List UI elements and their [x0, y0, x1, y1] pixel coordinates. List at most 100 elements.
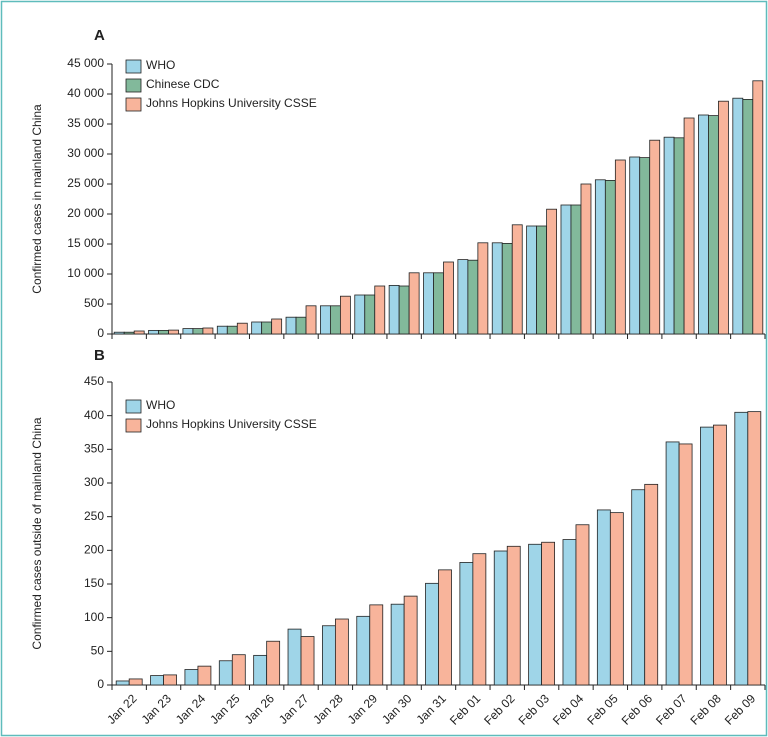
bar: [158, 329, 169, 335]
bar: [403, 595, 418, 686]
bar: [673, 137, 685, 335]
x-tick-label: Feb 09: [722, 691, 759, 728]
bar: [408, 272, 420, 335]
bar: [493, 550, 508, 686]
x-tick-label: Jan 30: [379, 691, 415, 727]
bar: [369, 604, 384, 686]
bar: [271, 318, 283, 335]
legend-swatch: [125, 399, 142, 414]
bar: [629, 156, 641, 335]
bar: [491, 242, 503, 335]
x-tick-label: Jan 29: [345, 691, 381, 727]
bar: [168, 329, 179, 335]
y-tick-label: 500: [84, 296, 104, 310]
bar: [546, 208, 558, 335]
bar: [184, 669, 199, 686]
bar: [287, 628, 302, 686]
legend-label: WHO: [146, 398, 175, 412]
bar: [665, 441, 680, 686]
bar: [683, 117, 695, 335]
legend-swatch: [125, 97, 142, 112]
y-tick-label: 300: [84, 475, 104, 489]
x-tick-label: Feb 04: [550, 691, 587, 728]
bar: [747, 411, 762, 686]
y-tick-label: 350: [84, 442, 104, 456]
y-tick-label: 40 000: [67, 86, 104, 100]
x-tick-label: Feb 05: [584, 691, 621, 728]
legend-label: WHO: [146, 58, 175, 72]
y-tick-label: 10 000: [67, 266, 104, 280]
bar: [425, 582, 439, 686]
bar: [459, 562, 474, 686]
bar: [150, 675, 164, 686]
y-tick-label: 50: [91, 644, 105, 658]
bar: [742, 99, 754, 335]
legend-swatch: [125, 418, 142, 433]
bar: [541, 541, 556, 686]
bar: [575, 524, 590, 686]
bar: [398, 285, 410, 335]
bar: [285, 316, 297, 335]
bar: [614, 159, 626, 335]
bar: [649, 139, 661, 335]
x-tick-label: Feb 02: [481, 691, 518, 728]
bar: [570, 204, 582, 335]
bar: [295, 316, 307, 335]
y-tick-label: 0: [97, 677, 104, 691]
bar: [423, 272, 434, 335]
bar: [374, 285, 386, 335]
bar: [501, 242, 513, 335]
bar: [752, 80, 764, 335]
bar: [329, 305, 341, 335]
bar: [218, 660, 233, 686]
bar: [388, 284, 400, 335]
bar: [202, 327, 214, 335]
bar: [115, 680, 130, 686]
bar: [236, 322, 248, 335]
bar: [708, 115, 719, 335]
bar: [596, 509, 611, 686]
bar: [604, 179, 616, 335]
bar: [216, 325, 228, 335]
y-axis-title: Confirmed cases outside of mainland Chin…: [30, 417, 44, 649]
x-tick-label: Feb 06: [619, 691, 656, 728]
bar: [438, 569, 452, 686]
bar: [133, 330, 145, 335]
y-tick-label: 15 000: [67, 236, 104, 250]
bar: [123, 331, 135, 335]
x-tick-label: Feb 03: [516, 691, 553, 728]
bar: [580, 183, 592, 335]
bar: [536, 225, 548, 335]
bar: [305, 305, 317, 335]
bar: [562, 539, 577, 686]
legend-swatch: [125, 78, 142, 93]
y-tick-label: 35 000: [67, 116, 104, 130]
bar: [339, 295, 351, 335]
bar: [732, 97, 744, 335]
bar: [253, 654, 268, 686]
y-tick-label: 200: [84, 543, 104, 557]
y-axis-title: Confirmed cases in mainland China: [30, 104, 44, 294]
bar: [472, 553, 487, 686]
bar: [266, 640, 281, 686]
legend-label: Chinese CDC: [146, 77, 220, 91]
bar: [251, 321, 263, 335]
x-tick-label: Feb 07: [653, 691, 690, 728]
bar: [609, 512, 624, 686]
y-tick-label: 45 000: [67, 56, 104, 70]
bar: [356, 615, 371, 686]
bar: [334, 618, 349, 686]
panel-label: A: [94, 27, 105, 44]
y-tick-label: 450: [84, 374, 104, 388]
y-tick-label: 20 000: [67, 206, 104, 220]
y-tick-label: 100: [84, 610, 104, 624]
bar: [698, 114, 709, 335]
bar: [128, 678, 143, 686]
bar: [644, 483, 659, 686]
bar: [639, 157, 651, 335]
bar: [390, 603, 405, 686]
x-tick-label: Jan 28: [310, 691, 346, 727]
x-tick-label: Jan 25: [207, 691, 243, 727]
bar: [506, 545, 521, 686]
